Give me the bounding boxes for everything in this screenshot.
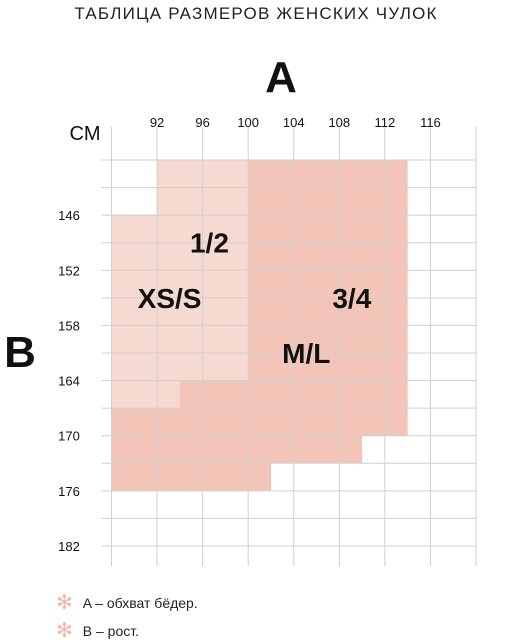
x-axis-unit: CM	[69, 123, 100, 145]
x-tick-labels: 92 96 100 104 108 112 116	[150, 115, 441, 130]
chart-grid	[101, 127, 477, 566]
x-tick-label: 108	[328, 115, 350, 130]
x-tick-label: 116	[420, 115, 441, 130]
y-axis-name: B	[4, 328, 36, 377]
region-label: M/L	[282, 338, 330, 369]
y-tick-label: 146	[58, 208, 80, 223]
legend-item: ✻ B – рост.	[56, 621, 139, 641]
x-tick-label: 112	[375, 115, 396, 130]
asterisk-icon: ✻	[56, 592, 73, 614]
y-tick-labels: 146 152 158 164 170 176 182	[58, 208, 80, 554]
x-axis-name: A	[265, 53, 297, 102]
y-tick-label: 170	[58, 429, 80, 444]
region-label: 1/2	[190, 228, 229, 259]
region-label: XS/S	[138, 283, 202, 314]
y-tick-label: 164	[58, 374, 80, 389]
page-title: ТАБЛИЦА РАЗМЕРОВ ЖЕНСКИХ ЧУЛОК	[74, 4, 438, 23]
x-tick-label: 100	[237, 115, 259, 130]
x-tick-label: 96	[195, 115, 209, 130]
size-region-1	[111, 160, 249, 409]
y-tick-label: 158	[58, 318, 80, 333]
x-tick-label: 104	[283, 115, 305, 130]
y-tick-label: 176	[58, 484, 80, 499]
legend-text: A – обхват бёдер.	[82, 595, 198, 611]
y-tick-label: 152	[58, 263, 80, 278]
y-tick-label: 182	[58, 539, 80, 554]
asterisk-icon: ✻	[56, 620, 73, 642]
legend-text: B – рост.	[82, 623, 139, 639]
x-tick-label: 92	[150, 115, 164, 130]
region-labels: 1/2 XS/S 3/4M/L	[138, 228, 372, 369]
region-label: 3/4	[332, 283, 371, 314]
legend-item: ✻ A – обхват бёдер.	[56, 593, 198, 613]
